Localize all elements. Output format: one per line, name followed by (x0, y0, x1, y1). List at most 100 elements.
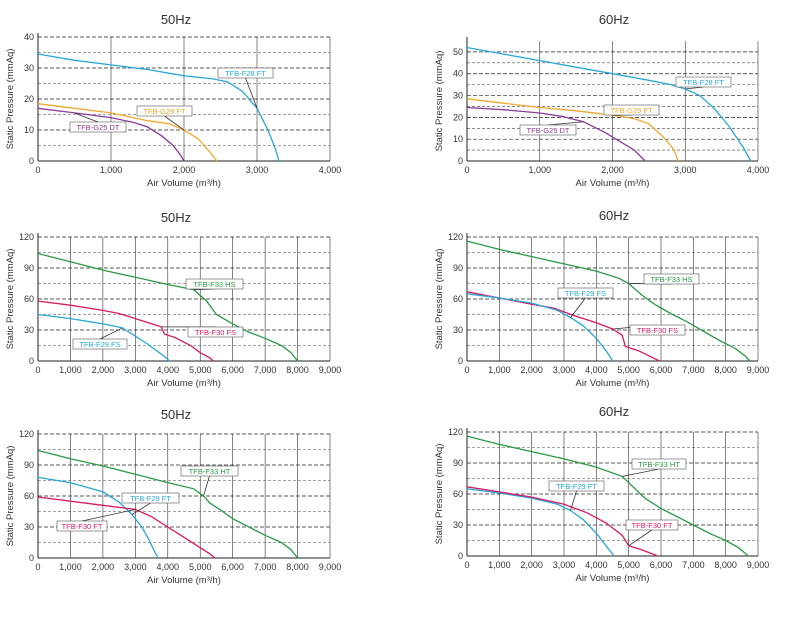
y-tick-label: 60 (453, 294, 463, 304)
y-tick-label: 50 (453, 47, 463, 57)
x-tick-label: 2,000 (173, 165, 196, 175)
x-tick-label: 7,000 (254, 562, 277, 572)
x-tick-label: 4,000 (747, 165, 770, 175)
series-label-box (180, 465, 239, 477)
series-label: TFB-F30 FT (632, 521, 673, 530)
x-tick-label: 9,000 (747, 365, 770, 375)
y-tick-label: 20 (24, 94, 34, 104)
series-label-box (69, 121, 127, 133)
x-tick-label: 4,000 (319, 165, 342, 175)
x-tick-label: 0 (35, 165, 40, 175)
series-label: TFB-F33 HS (193, 280, 235, 289)
series-line-tfb-f33-hs (37, 252, 299, 362)
series-label: TFB-G25 DT (77, 123, 120, 132)
y-tick-label: 40 (24, 32, 34, 42)
y-tick-label: 30 (24, 522, 34, 532)
x-tick-label: 8,000 (714, 560, 737, 570)
chart-3: 50Hz 0 30 60 90 120 0 1,000 2,000 3,000 4,000 5,000… (5, 210, 341, 389)
series-label: TFB-F33 HT (638, 460, 680, 469)
series-line-tfb-f28-ft (466, 46, 752, 162)
chart-5: 50Hz 0 30 60 90 120 0 1,000 2,000 3,000 4,000 5,000… (5, 407, 341, 586)
series-label-box (121, 492, 180, 504)
series-line-tfb-f29-fs (37, 313, 170, 362)
label-leader (203, 475, 210, 497)
series-label: TFB-F29 FT (130, 494, 171, 503)
series-label-box (185, 278, 244, 290)
x-tick-label: 7,000 (682, 365, 705, 375)
series-label: TFB-G29 FT (610, 106, 653, 115)
y-tick-label: 60 (24, 294, 34, 304)
y-axis-label: Static Pressure (mmAq) (5, 446, 16, 547)
y-tick-label: 10 (24, 125, 34, 135)
chart-4: 60Hz 0 30 60 90 120 0 1,000 2,000 3,000 4,000 5,000… (434, 208, 769, 389)
x-tick-label: 7,000 (254, 365, 277, 375)
x-tick-label: 1,000 (59, 365, 82, 375)
series-line-tfb-f28-ft (37, 53, 280, 162)
label-leader (245, 77, 258, 109)
x-tick-label: 1,000 (488, 560, 511, 570)
y-tick-label: 90 (453, 458, 463, 468)
x-tick-label: 1,000 (488, 365, 511, 375)
x-axis-label: Air Volume (m³/h) (147, 575, 221, 586)
x-tick-label: 8,000 (286, 365, 309, 375)
x-tick-label: 5,000 (189, 562, 212, 572)
y-tick-label: 90 (24, 263, 34, 273)
series-line-tfb-g29-ft (37, 103, 218, 162)
series-label: TFB-F28 FT (225, 69, 266, 78)
y-axis-label: Static Pressure (mmAq) (434, 444, 445, 545)
x-tick-label: 1,000 (100, 165, 123, 175)
series-line-tfb-f29-fs (466, 293, 614, 362)
x-tick-label: 4,000 (585, 560, 608, 570)
x-tick-label: 9,000 (319, 562, 342, 572)
chart-title: 50Hz (161, 407, 191, 422)
y-tick-label: 60 (453, 489, 463, 499)
label-leader (547, 121, 584, 126)
series-label-box (643, 273, 700, 285)
y-tick-label: 90 (453, 263, 463, 273)
series-line-tfb-f30-fs (466, 291, 660, 362)
series-label: TFB-G25 DT (527, 126, 570, 135)
y-tick-label: 90 (24, 460, 34, 470)
x-tick-label: 9,000 (747, 560, 770, 570)
y-tick-label: 0 (29, 156, 34, 166)
x-tick-label: 0 (35, 562, 40, 572)
x-axis-label: Air Volume (m³/h) (576, 573, 650, 584)
y-tick-label: 30 (453, 91, 463, 101)
x-tick-label: 4,000 (157, 562, 180, 572)
x-tick-label: 5,000 (617, 560, 640, 570)
series-label: TFB-G29 FT (143, 107, 186, 116)
label-leader (628, 529, 653, 546)
y-tick-label: 120 (19, 232, 34, 242)
label-leader (685, 86, 704, 90)
x-tick-label: 3,000 (553, 365, 576, 375)
y-axis-label: Static Pressure (mmAq) (5, 49, 16, 150)
x-tick-label: 2,000 (92, 562, 115, 572)
y-axis-label: Static Pressure (mmAq) (434, 51, 445, 152)
x-tick-label: 2,000 (520, 365, 543, 375)
series-label-box (548, 480, 605, 492)
chart-title: 60Hz (599, 12, 629, 27)
series-label-box (72, 338, 128, 350)
x-tick-label: 2,000 (520, 560, 543, 570)
x-tick-label: 3,000 (124, 562, 147, 572)
chart-6: 60Hz 0 30 60 90 120 0 1,000 2,000 3,000 4,000 5,000… (434, 404, 769, 584)
x-tick-label: 4,000 (585, 365, 608, 375)
series-label-box (629, 324, 686, 336)
series-label: TFB-F30 FT (62, 522, 103, 531)
x-tick-label: 0 (464, 165, 469, 175)
x-axis-label: Air Volume (m³/h) (576, 378, 650, 389)
x-tick-label: 6,000 (650, 560, 673, 570)
series-label: TFB-F30 FS (637, 326, 678, 335)
y-tick-label: 0 (458, 356, 463, 366)
x-tick-label: 8,000 (714, 365, 737, 375)
chart-title: 50Hz (161, 12, 191, 27)
series-label-box (557, 287, 614, 299)
x-tick-label: 6,000 (221, 365, 244, 375)
label-leader (81, 509, 136, 522)
series-label: TFB-F33 HT (189, 467, 231, 476)
y-tick-label: 30 (24, 325, 34, 335)
x-tick-label: 0 (464, 365, 469, 375)
x-tick-label: 8,000 (286, 562, 309, 572)
series-label-box (56, 520, 108, 532)
series-label-box (187, 326, 244, 338)
